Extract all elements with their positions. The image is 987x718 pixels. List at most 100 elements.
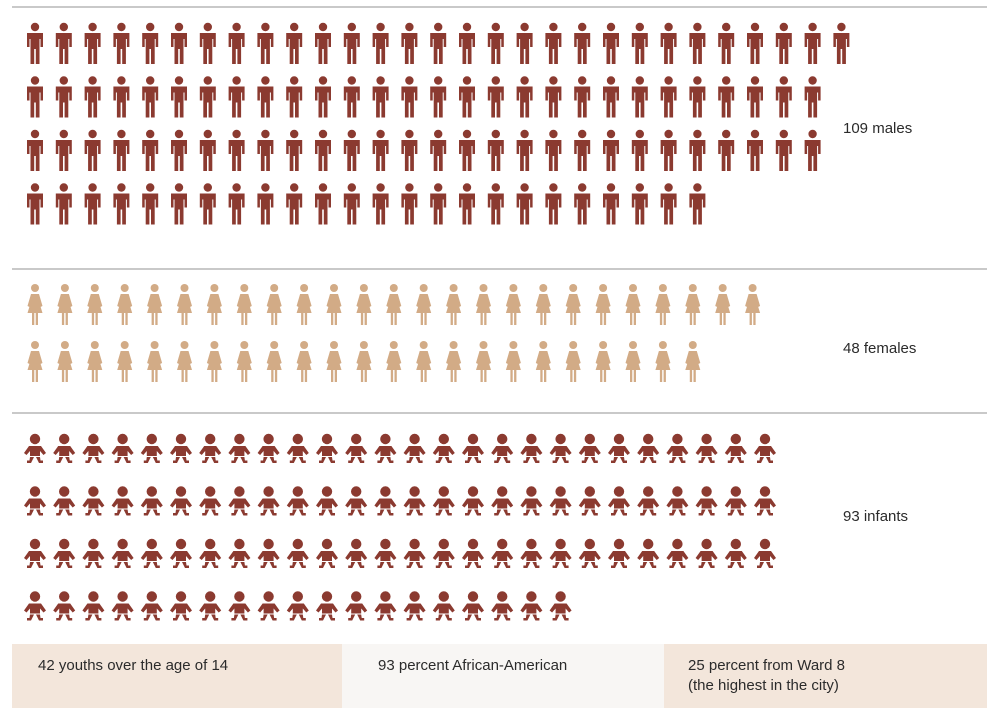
male-figure-icon (545, 183, 562, 225)
males-divider (12, 268, 987, 270)
facts-bar: 42 youths over the age of 14 93 percent … (12, 644, 987, 708)
infant-figure-icon (549, 538, 572, 568)
male-figure-icon (603, 76, 619, 118)
male-figure-icon (430, 183, 447, 225)
male-figure-icon (286, 183, 303, 225)
infant-figure-icon (82, 591, 105, 621)
icon-grid (24, 22, 850, 621)
infant-figure-icon (257, 591, 280, 621)
female-figure-icon (296, 341, 312, 382)
male-figure-icon (775, 129, 792, 171)
infant-figure-icon (403, 538, 426, 568)
female-figure-icon (685, 284, 701, 325)
male-figure-icon (689, 183, 706, 225)
infant-figure-icon (403, 591, 426, 621)
infant-figure-icon (111, 433, 134, 463)
infant-figure-icon (24, 486, 46, 516)
female-figure-icon (356, 341, 372, 382)
male-figure-icon (142, 129, 159, 171)
infant-figure-icon (316, 591, 338, 621)
male-figure-icon (257, 129, 274, 171)
infant-figure-icon (24, 591, 46, 621)
infant-figure-icon (24, 433, 46, 463)
male-figure-icon (660, 76, 677, 118)
male-figure-icon (631, 22, 648, 64)
female-figure-icon (416, 341, 432, 382)
females-label: 48 females (843, 340, 917, 357)
infant-figure-icon (462, 591, 484, 621)
infant-figure-icon (53, 433, 76, 463)
infant-figure-icon (199, 433, 222, 463)
male-figure-icon (775, 22, 792, 64)
female-figure-icon (117, 284, 133, 325)
infant-figure-icon (228, 538, 251, 568)
infant-figure-icon (316, 433, 338, 463)
female-figure-icon (745, 284, 761, 325)
infant-figure-icon (520, 538, 543, 568)
infant-figure-icon (637, 486, 660, 516)
male-figure-icon (401, 183, 418, 225)
female-figure-icon (416, 284, 432, 325)
infant-figure-icon (316, 486, 338, 516)
male-figure-icon (27, 129, 43, 171)
male-figure-icon (84, 183, 101, 225)
infant-figure-icon (462, 433, 484, 463)
male-figure-icon (574, 129, 591, 171)
male-figure-icon (55, 129, 72, 171)
male-figure-icon (372, 76, 389, 118)
female-figure-icon (476, 341, 491, 382)
male-figure-icon (171, 22, 187, 64)
infant-figure-icon (140, 433, 163, 463)
male-figure-icon (775, 76, 792, 118)
infant-figure-icon (53, 486, 76, 516)
male-figure-icon (372, 22, 389, 64)
male-figure-icon (257, 22, 274, 64)
male-figure-icon (516, 183, 533, 225)
infant-figure-icon (345, 486, 368, 516)
male-figure-icon (545, 76, 562, 118)
infant-figure-icon (432, 486, 455, 516)
female-figure-icon (266, 341, 282, 382)
male-figure-icon (228, 22, 245, 64)
male-figure-icon (171, 129, 187, 171)
infant-figure-icon (695, 433, 718, 463)
infant-figure-icon (666, 486, 689, 516)
female-figure-icon (57, 341, 73, 382)
male-figure-icon (343, 129, 360, 171)
male-figure-icon (343, 183, 360, 225)
infant-figure-icon (82, 486, 105, 516)
female-figure-icon (655, 284, 671, 325)
female-figure-icon (715, 284, 731, 325)
infant-figure-icon (549, 486, 572, 516)
infant-figure-icon (345, 538, 368, 568)
infant-figure-icon (491, 538, 514, 568)
male-figure-icon (487, 76, 504, 118)
infant-figure-icon (140, 538, 163, 568)
female-figure-icon (117, 341, 133, 382)
female-figure-icon (535, 284, 551, 325)
infant-figure-icon (695, 486, 718, 516)
infants-label: 93 infants (843, 508, 909, 525)
male-figure-icon (55, 76, 72, 118)
male-figure-icon (689, 22, 706, 64)
female-figure-icon (565, 341, 581, 382)
male-figure-icon (27, 76, 43, 118)
infant-figure-icon (432, 591, 455, 621)
male-figure-icon (228, 129, 245, 171)
infant-figure-icon (432, 433, 455, 463)
male-figure-icon (315, 183, 331, 225)
male-figure-icon (430, 22, 447, 64)
male-figure-icon (372, 129, 389, 171)
female-figure-icon (147, 284, 163, 325)
infant-figure-icon (491, 433, 514, 463)
male-figure-icon (804, 22, 821, 64)
male-figure-icon (747, 129, 763, 171)
female-figure-icon (625, 284, 641, 325)
infant-figure-icon (491, 591, 514, 621)
female-figure-icon (326, 341, 342, 382)
infant-figure-icon (170, 591, 192, 621)
male-figure-icon (516, 129, 533, 171)
female-figure-icon (595, 341, 611, 382)
female-figure-icon (236, 341, 252, 382)
